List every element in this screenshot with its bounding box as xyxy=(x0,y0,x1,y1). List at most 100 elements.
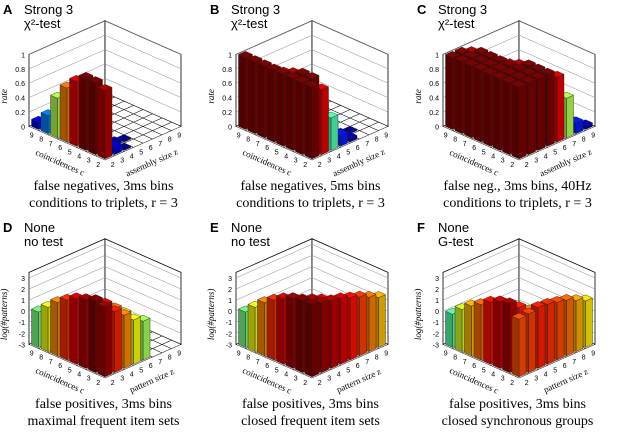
y-tick-label: 4 xyxy=(337,154,341,161)
y-tick-label: 9 xyxy=(591,133,595,140)
caption-line: false positives, 3ms bins xyxy=(242,397,379,412)
wall-gridline xyxy=(442,266,596,301)
x-tick-label: 9 xyxy=(444,133,448,140)
z-axis-title: rate xyxy=(414,89,423,104)
x-tick-label: 9 xyxy=(237,133,241,140)
caption-line: closed synchronous groups xyxy=(441,414,594,429)
wall-gridline xyxy=(28,34,182,70)
panel-heading-line: χ²-test xyxy=(438,16,475,31)
panel-letter: D xyxy=(3,220,13,235)
z-tick-label: 0 xyxy=(21,124,25,131)
y-tick-label: 5 xyxy=(553,149,557,156)
x-tick-label: 2 xyxy=(303,380,307,387)
wall-gridline xyxy=(442,20,596,55)
wall-gridline xyxy=(28,266,182,301)
wall-gridline xyxy=(235,244,389,279)
y-axis-title: pattern size z xyxy=(335,366,382,394)
y-tick-label: 5 xyxy=(553,367,557,374)
z-tick-label: 3 xyxy=(21,276,25,283)
wall-gridline xyxy=(28,244,182,279)
z-tick-label: 3 xyxy=(435,276,439,283)
y-tick-label: 6 xyxy=(563,145,567,152)
bar-c2-z2 xyxy=(304,298,320,378)
caption-line: false positives, 3ms bins xyxy=(35,397,172,412)
y-tick-label: 6 xyxy=(563,363,567,370)
y-tick-label: 9 xyxy=(177,351,181,358)
z-tick-label: 0.2 xyxy=(222,110,232,117)
y-tick-label: 4 xyxy=(544,372,548,379)
wall-gridline xyxy=(28,20,182,55)
z-tick-label: 0.8 xyxy=(15,67,25,74)
caption-line: conditions to triplets, r = 3 xyxy=(443,196,592,211)
panel-heading-line: no test xyxy=(231,234,271,249)
x-tick-label: 5 xyxy=(482,367,486,374)
y-tick-label: 7 xyxy=(365,141,369,148)
caption-line: false negatives, 3ms bins xyxy=(33,179,174,194)
z-tick-label: 0 xyxy=(228,124,232,131)
y-tick-label: 4 xyxy=(130,154,134,161)
z-tick-label: -2 xyxy=(433,331,439,338)
y-tick-label: 6 xyxy=(149,363,153,370)
bar3d-plot: 00.20.40.60.812345678923456789coincidenc… xyxy=(414,20,596,178)
bar-c6-z2 xyxy=(266,63,282,143)
x-tick-label: 7 xyxy=(256,359,260,366)
caption-line: conditions to triplets, r = 3 xyxy=(236,196,385,211)
panel-d: -3 -2 -1 0 1 2 3 2 3 4 5 6 7 8 9 2 3 4 5 6 7 8 9 coincidences c… xyxy=(0,218,207,436)
y-tick-label: 7 xyxy=(158,359,162,366)
z-axis-title: log(#patterns) xyxy=(207,289,216,341)
y-tick-label: 4 xyxy=(130,372,134,379)
y-tick-label: 8 xyxy=(168,137,172,144)
x-tick-label: 5 xyxy=(275,149,279,156)
panel-heading-line: None xyxy=(438,220,470,235)
x-tick-label: 2 xyxy=(510,380,514,387)
bar-c2-z2 xyxy=(511,312,527,378)
panel-letter: C xyxy=(417,2,427,17)
panel-heading-line: G-test xyxy=(438,234,474,249)
y-tick-label: 2 xyxy=(318,380,322,387)
wall-gridline xyxy=(235,266,389,301)
z-tick-label: 1 xyxy=(228,298,232,305)
x-tick-label: 3 xyxy=(501,158,505,165)
wall-gridline xyxy=(235,20,389,55)
y-tick-label: 9 xyxy=(384,133,388,140)
panel-c: 0 0.2 0.4 0.6 0.8 1 2 3 4 5 6 7 8 9 2 3 4 5 6 7 8 9 coincidenc… xyxy=(414,0,621,218)
y-tick-label: 4 xyxy=(337,372,341,379)
y-tick-label: 4 xyxy=(544,154,548,161)
panel-heading-line: χ²-test xyxy=(24,16,61,31)
y-tick-label: 3 xyxy=(120,158,124,165)
caption-line: false negatives, 5ms bins xyxy=(240,179,381,194)
x-tick-label: 4 xyxy=(491,372,495,379)
x-tick-label: 8 xyxy=(246,355,250,362)
y-tick-label: 7 xyxy=(158,141,162,148)
x-tick-label: 5 xyxy=(275,367,279,374)
wall-gridline xyxy=(28,49,182,84)
y-tick-label: 8 xyxy=(582,137,586,144)
panel-b: 0 0.2 0.4 0.6 0.8 1 2 3 4 5 6 7 8 9 2 3 4 5 6 7 8 9 coincidenc… xyxy=(207,0,414,218)
z-tick-label: 1 xyxy=(21,52,25,59)
caption-line: false neg., 3ms bins, 40Hz xyxy=(443,179,592,194)
z-tick-label: 2 xyxy=(228,287,232,294)
x-tick-label: 4 xyxy=(284,154,288,161)
bar-c2-z2 xyxy=(511,80,527,160)
z-tick-label: 0.4 xyxy=(222,96,232,103)
x-tick-label: 7 xyxy=(463,141,467,148)
y-tick-label: 3 xyxy=(534,376,538,383)
panel-letter: F xyxy=(417,220,425,235)
z-tick-label: 3 xyxy=(228,276,232,283)
y-tick-label: 2 xyxy=(111,380,115,387)
y-tick-label: 8 xyxy=(582,355,586,362)
z-tick-label: -3 xyxy=(19,342,25,349)
x-tick-label: 6 xyxy=(472,363,476,370)
z-axis-title: log(#patterns) xyxy=(414,289,423,341)
x-tick-label: 4 xyxy=(77,372,81,379)
z-tick-label: -2 xyxy=(19,331,25,338)
bar-c2-z2 xyxy=(97,300,113,378)
x-tick-label: 2 xyxy=(96,162,100,169)
z-tick-label: 0.6 xyxy=(222,81,232,88)
z-tick-label: 0 xyxy=(21,309,25,316)
x-tick-label: 8 xyxy=(453,137,457,144)
y-tick-label: 8 xyxy=(375,355,379,362)
y-tick-label: 9 xyxy=(384,351,388,358)
